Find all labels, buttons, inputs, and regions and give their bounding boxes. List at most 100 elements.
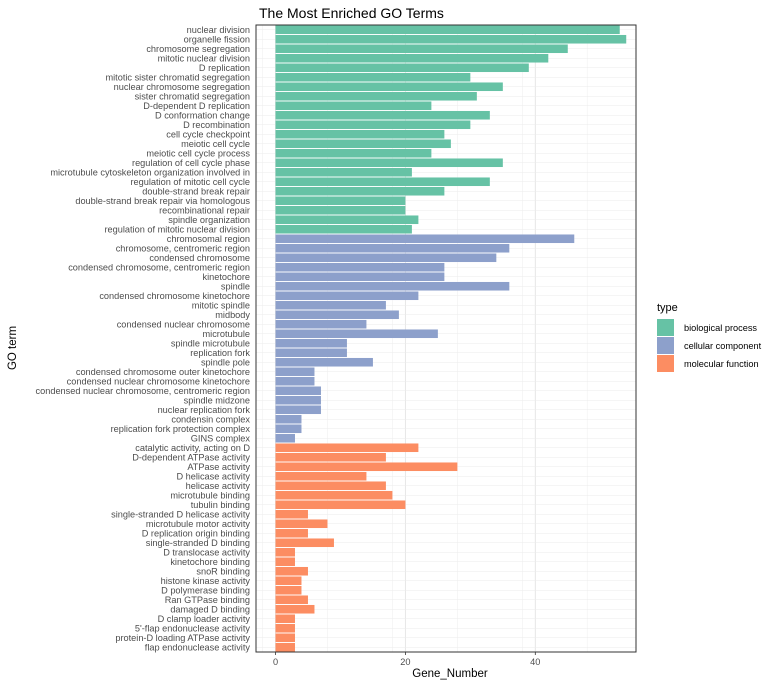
y-tick-label: spindle pole: [201, 357, 250, 367]
bar: [275, 623, 295, 633]
bar: [275, 177, 490, 187]
legend-key: [657, 337, 674, 354]
bar: [275, 72, 471, 82]
bar: [275, 462, 458, 472]
y-tick-label: regulation of cell cycle phase: [132, 158, 250, 168]
y-tick-label: GINS complex: [191, 433, 251, 443]
y-tick-label: double-strand break repair via homologou…: [75, 196, 250, 206]
y-tick-label: sister chromatid segregation: [135, 91, 250, 101]
bar: [275, 101, 432, 111]
y-tick-label: snoR binding: [196, 566, 250, 576]
y-tick-label: nuclear division: [187, 25, 250, 35]
x-tick-label: 20: [400, 657, 410, 667]
x-tick-label: 0: [273, 657, 278, 667]
y-tick-label: mitotic sister chromatid segregation: [105, 72, 250, 82]
bar: [275, 281, 510, 291]
y-tick-label: catalytic activity, acting on D: [135, 443, 250, 453]
y-tick-label: meiotic cell cycle process: [146, 148, 250, 158]
plot-border: [255, 24, 637, 653]
bar: [275, 509, 308, 519]
bar: [275, 481, 386, 491]
legend-label: cellular component: [684, 341, 762, 351]
x-tick-labels: 0 20 40: [273, 652, 540, 667]
bar: [275, 120, 471, 130]
y-tick-label: condensed nuclear chromosome kinetochore: [67, 376, 250, 386]
y-tick-label: nuclear replication fork: [158, 405, 251, 415]
y-tick-label: condensed nuclear chromosome, centromeri…: [36, 386, 250, 396]
y-tick-label: flap endonuclease activity: [145, 642, 251, 652]
bar: [275, 585, 302, 595]
legend-label: molecular function: [684, 359, 759, 369]
y-tick-label: regulation of mitotic nuclear division: [104, 224, 250, 234]
legend-key: [657, 319, 674, 336]
y-tick-label: D helicase activity: [176, 471, 250, 481]
y-tick-label: condensed chromosome kinetochore: [99, 291, 250, 301]
y-tick-label: condensed chromosome: [149, 253, 250, 263]
y-tick-label: condensed nuclear chromosome: [117, 319, 250, 329]
y-tick-label: chromosomal region: [167, 234, 250, 244]
y-tick-label: microtubule motor activity: [146, 519, 251, 529]
bar: [275, 272, 445, 282]
y-tick-label: meiotic cell cycle: [181, 139, 250, 149]
bar: [275, 547, 295, 557]
legend: type biological process cellular componen…: [657, 302, 762, 372]
y-tick-label: D recombination: [183, 120, 250, 130]
y-tick-label: single-stranded D helicase activity: [111, 509, 250, 519]
y-tick-label: recombinational repair: [159, 205, 250, 215]
bar: [275, 215, 419, 225]
bar: [275, 557, 295, 567]
y-tick-label: organelle fission: [184, 34, 250, 44]
y-tick-label: spindle microtubule: [171, 338, 250, 348]
bar: [275, 538, 334, 548]
y-tick-label: spindle organization: [168, 215, 250, 225]
bar: [275, 82, 503, 92]
bar: [275, 319, 367, 329]
y-tick-label: D replication: [199, 63, 250, 73]
bar: [275, 443, 419, 453]
bar: [275, 395, 321, 405]
y-tick-label: microtubule: [203, 329, 251, 339]
y-tick-label: ATPase activity: [187, 462, 250, 472]
y-tick-label: kinetochore binding: [170, 557, 250, 567]
bar: [275, 158, 503, 168]
y-tick-label: Ran GTPase binding: [165, 595, 250, 605]
y-tick-label: condensin complex: [171, 414, 250, 424]
bar: [275, 110, 490, 120]
bar: [275, 243, 510, 253]
bar: [275, 433, 295, 443]
legend-title: type: [657, 302, 678, 314]
bar: [275, 471, 367, 481]
bar: [275, 291, 419, 301]
bar: [275, 414, 302, 424]
y-tick-label: chromosome, centromeric region: [116, 243, 250, 253]
bar: [275, 528, 308, 538]
bar: [275, 167, 412, 177]
y-tick-label: D conformation change: [155, 110, 250, 120]
bar: [275, 44, 568, 54]
y-tick-label: cell cycle checkpoint: [166, 129, 250, 139]
chart-title: The Most Enriched GO Terms: [259, 5, 444, 21]
bar: [275, 633, 295, 643]
bar: [275, 310, 399, 320]
legend-key: [657, 355, 674, 372]
bar: [275, 357, 373, 367]
y-tick-label: D polymerase binding: [161, 585, 250, 595]
bar: [275, 386, 321, 396]
bar: [275, 367, 315, 377]
y-tick-label: condensed chromosome outer kinetochore: [76, 367, 250, 377]
bar: [275, 224, 412, 234]
y-tick-label: microtubule cytoskeleton organization in…: [50, 167, 250, 177]
bar: [275, 452, 386, 462]
y-tick-label: histone kinase activity: [161, 576, 251, 586]
y-tick-label: spindle: [221, 281, 250, 291]
y-tick-label: regulation of mitotic cell cycle: [131, 177, 251, 187]
y-axis-title: GO term: [7, 326, 19, 370]
y-tick-label: D-dependent D replication: [143, 101, 250, 111]
bar: [275, 139, 451, 149]
bar: [275, 148, 432, 158]
bar: [275, 196, 406, 206]
y-tick-label: helicase activity: [186, 481, 251, 491]
bar: [275, 490, 393, 500]
bar: [275, 234, 575, 244]
bar: [275, 614, 295, 624]
